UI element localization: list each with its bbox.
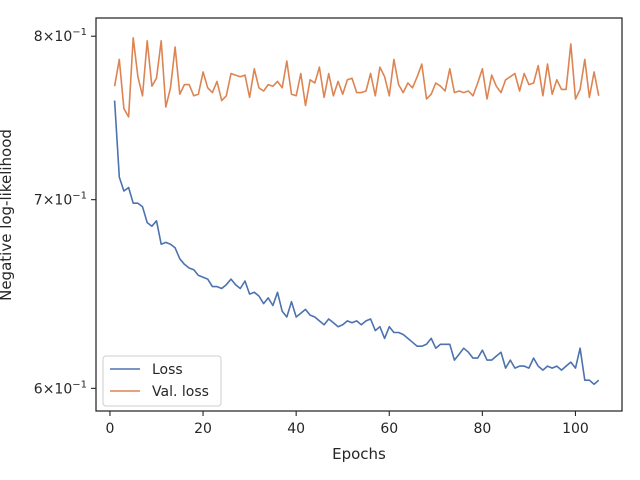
x-tick-label: 100 [562, 421, 589, 437]
x-axis: 0 20 40 60 80 100 [106, 411, 589, 437]
y-tick-label: 6×10−1 [34, 379, 87, 397]
legend-label-val-loss: Val. loss [152, 384, 209, 400]
x-tick-label: 80 [473, 421, 491, 437]
legend-label-loss: Loss [152, 362, 183, 378]
plot-frame [95, 17, 623, 412]
plot-area [96, 18, 622, 411]
series-line-val-loss [113, 36, 600, 118]
x-tick-label: 60 [380, 421, 398, 437]
x-tick-label: 40 [287, 421, 305, 437]
y-axis-label: Negative log-likelihood [0, 129, 15, 301]
x-axis-label: Epochs [332, 445, 386, 463]
series-line-loss [113, 100, 600, 386]
x-tick-label: 20 [194, 421, 212, 437]
legend: Loss Val. loss [102, 355, 222, 407]
y-axis: 8×10−1 7×10−1 6×10−1 [34, 27, 96, 397]
x-tick-label: 0 [106, 421, 115, 437]
y-tick-label: 7×10−1 [34, 191, 87, 209]
series-layer [113, 36, 600, 386]
y-tick-label: 8×10−1 [34, 27, 87, 45]
